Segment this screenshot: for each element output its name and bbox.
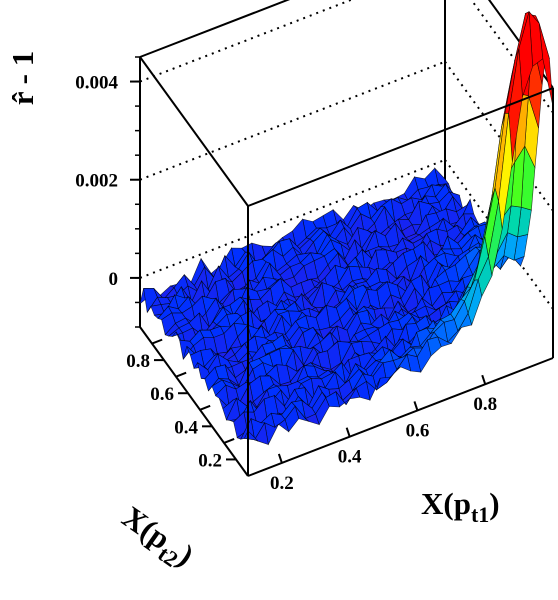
x-axis-title-close: ): [489, 486, 499, 521]
x-tick: [481, 374, 487, 385]
z-axis-title: r̂ - 1: [5, 51, 40, 106]
x-axis-title-main: X(p: [421, 486, 471, 521]
z-tick-label: 0: [109, 269, 119, 290]
x-tick-label: 0.4: [338, 447, 362, 468]
y-tick-label: 0.4: [174, 417, 198, 438]
frame-edge-bottom-y: [139, 326, 249, 477]
frame-edge-bottom-x: [247, 357, 554, 477]
x-tick: [277, 453, 283, 464]
x-tick: [345, 427, 351, 437]
x-tick: [151, 338, 163, 345]
y-tick-label: 0.8: [126, 351, 150, 372]
x-tick: [175, 371, 187, 378]
z-gridline: [139, 0, 354, 83]
y-axis-title: X(pt2): [113, 499, 201, 578]
z-gridline: [470, 0, 554, 114]
frame-edge-top-left: [139, 56, 249, 207]
x-axis-title-sub: t1: [471, 502, 489, 527]
z-tick-label: 0.004: [75, 73, 118, 94]
frame-edge-top-back: [139, 0, 291, 58]
x-tick: [413, 401, 419, 411]
front-frame: [139, 87, 554, 477]
surface-mesh: [139, 10, 554, 446]
x-axis-title: X(pt1): [421, 486, 500, 527]
x-tick-label: 0.8: [473, 394, 497, 415]
x-tick: [199, 404, 211, 411]
y-tick-label: 0.6: [150, 384, 174, 405]
y-tick-label: 0.2: [198, 450, 222, 471]
x-tick: [223, 438, 235, 444]
z-gridline: [444, 61, 554, 212]
z-tick-label: 0.002: [75, 171, 118, 192]
frame-edge-top-front: [247, 87, 554, 207]
x-tick-label: 0.2: [270, 473, 294, 494]
x-tick-label: 0.6: [406, 420, 430, 441]
